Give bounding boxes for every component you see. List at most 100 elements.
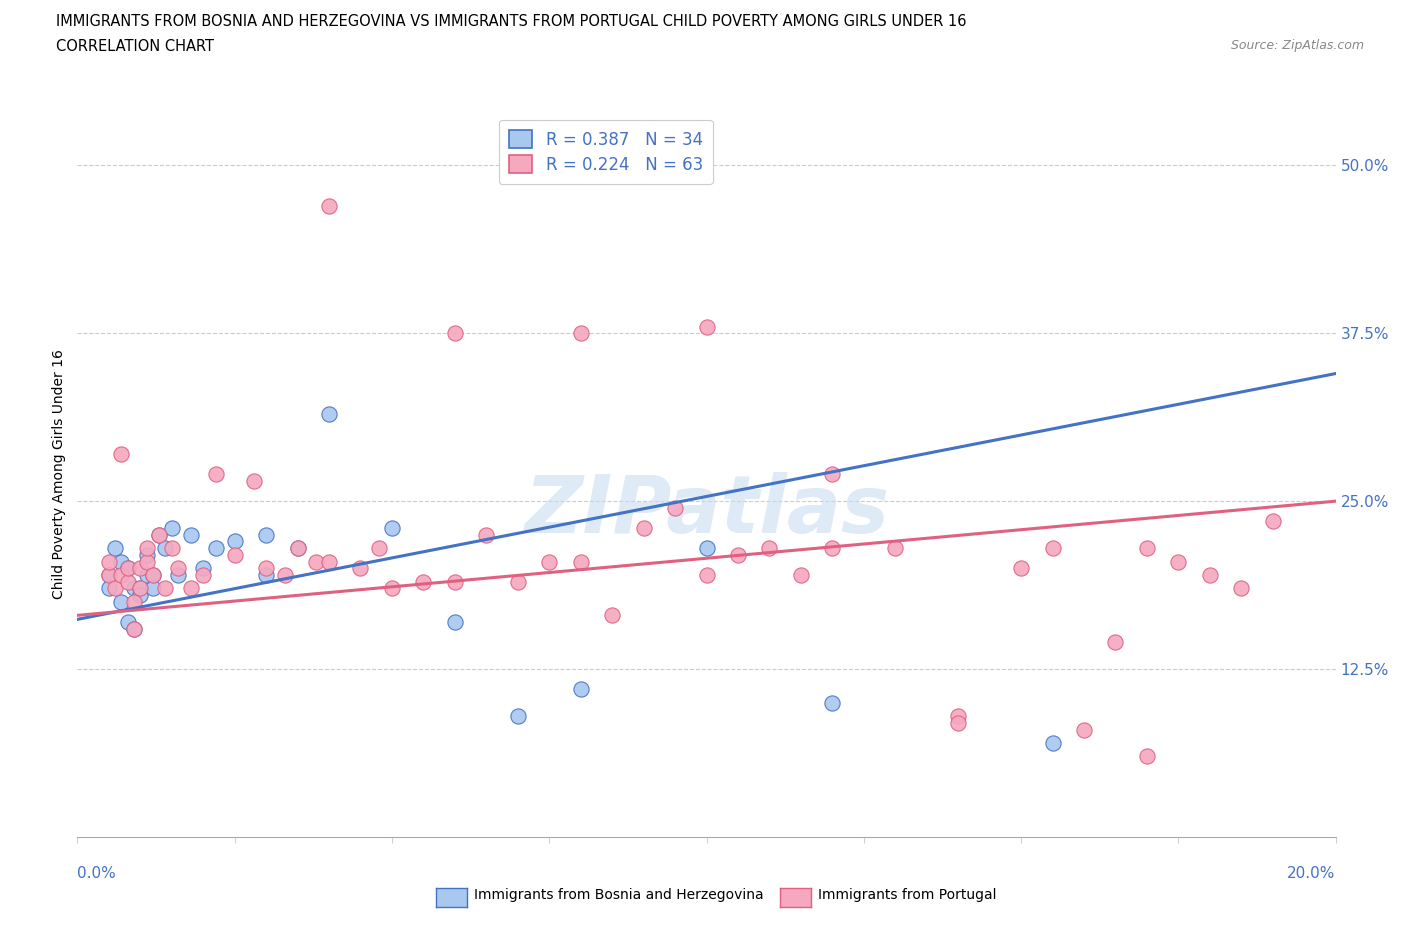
Point: [569, 554, 592, 569]
Point: [97, 581, 120, 596]
Point: [167, 561, 190, 576]
Point: [758, 540, 780, 555]
Point: [444, 615, 467, 630]
Point: [506, 709, 529, 724]
Legend: R = 0.387   N = 34, R = 0.224   N = 63: R = 0.387 N = 34, R = 0.224 N = 63: [499, 120, 713, 184]
Point: [242, 473, 264, 488]
Point: [191, 561, 215, 576]
Point: [1167, 554, 1189, 569]
Point: [444, 575, 467, 590]
Point: [305, 554, 328, 569]
Point: [129, 581, 152, 596]
Text: ZIPatlas: ZIPatlas: [524, 472, 889, 550]
Point: [97, 567, 120, 582]
Point: [110, 594, 132, 609]
Text: Source: ZipAtlas.com: Source: ZipAtlas.com: [1230, 39, 1364, 52]
Point: [948, 709, 970, 724]
Point: [948, 715, 970, 730]
Point: [180, 581, 202, 596]
Point: [155, 540, 177, 555]
Point: [191, 567, 215, 582]
Point: [1136, 749, 1159, 764]
Point: [110, 567, 132, 582]
Point: [110, 446, 132, 461]
Point: [381, 581, 404, 596]
Point: [1261, 514, 1284, 529]
Point: [696, 567, 718, 582]
Point: [135, 567, 157, 582]
Text: 20.0%: 20.0%: [1288, 866, 1336, 881]
Point: [148, 527, 170, 542]
Point: [1230, 581, 1253, 596]
Point: [129, 581, 152, 596]
Point: [287, 540, 309, 555]
Point: [506, 575, 529, 590]
Text: Immigrants from Portugal: Immigrants from Portugal: [818, 887, 997, 902]
Point: [142, 567, 165, 582]
Point: [274, 567, 297, 582]
Point: [1104, 635, 1126, 650]
Point: [381, 521, 404, 536]
Text: IMMIGRANTS FROM BOSNIA AND HERZEGOVINA VS IMMIGRANTS FROM PORTUGAL CHILD POVERTY: IMMIGRANTS FROM BOSNIA AND HERZEGOVINA V…: [56, 14, 967, 29]
Point: [1042, 736, 1064, 751]
Point: [538, 554, 561, 569]
Point: [444, 326, 467, 340]
Point: [104, 540, 127, 555]
Point: [569, 682, 592, 697]
Point: [1010, 561, 1032, 576]
Point: [287, 540, 309, 555]
Point: [368, 540, 391, 555]
Point: [318, 406, 340, 421]
Point: [727, 548, 749, 563]
Point: [224, 548, 246, 563]
Point: [97, 567, 120, 582]
Point: [129, 588, 152, 603]
Y-axis label: Child Poverty Among Girls Under 16: Child Poverty Among Girls Under 16: [52, 350, 66, 599]
Point: [1073, 722, 1095, 737]
Point: [142, 581, 165, 596]
Point: [204, 540, 226, 555]
Point: [821, 696, 844, 711]
Point: [821, 467, 844, 482]
Point: [318, 554, 340, 569]
Point: [696, 540, 718, 555]
Point: [884, 540, 907, 555]
Point: [475, 527, 498, 542]
Point: [1136, 540, 1159, 555]
Point: [135, 548, 157, 563]
Point: [117, 561, 139, 576]
Point: [180, 527, 202, 542]
Point: [160, 540, 183, 555]
Text: CORRELATION CHART: CORRELATION CHART: [56, 39, 214, 54]
Point: [104, 581, 127, 596]
Point: [821, 540, 844, 555]
Point: [664, 500, 686, 515]
Point: [412, 575, 434, 590]
Point: [148, 527, 170, 542]
Point: [117, 561, 139, 576]
Text: 0.0%: 0.0%: [77, 866, 117, 881]
Point: [117, 615, 139, 630]
Point: [122, 621, 145, 636]
Point: [122, 621, 145, 636]
Point: [129, 561, 152, 576]
Point: [600, 608, 623, 623]
Point: [155, 581, 177, 596]
Point: [1042, 540, 1064, 555]
Point: [204, 467, 226, 482]
Point: [696, 319, 718, 334]
Point: [110, 554, 132, 569]
Point: [1198, 567, 1220, 582]
Point: [254, 527, 277, 542]
Point: [135, 540, 157, 555]
Point: [224, 534, 246, 549]
Point: [160, 521, 183, 536]
Point: [97, 554, 120, 569]
Point: [254, 561, 277, 576]
Point: [135, 554, 157, 569]
Text: Immigrants from Bosnia and Herzegovina: Immigrants from Bosnia and Herzegovina: [474, 887, 763, 902]
Point: [122, 594, 145, 609]
Point: [349, 561, 371, 576]
Point: [633, 521, 655, 536]
Point: [569, 326, 592, 340]
